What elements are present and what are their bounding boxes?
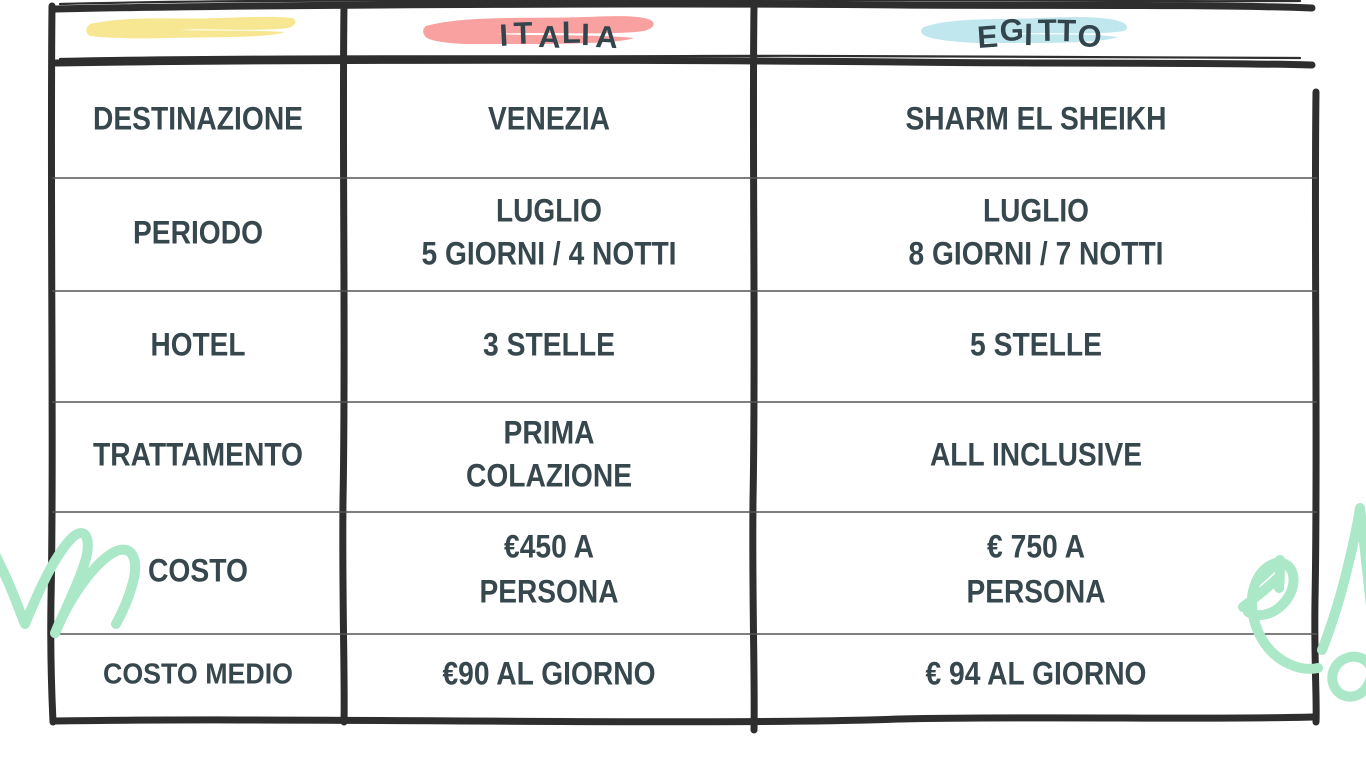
- svg-text:ALL INCLUSIVE: ALL INCLUSIVE: [930, 436, 1142, 472]
- svg-text:PERSONA: PERSONA: [967, 573, 1106, 609]
- svg-text:DESTINAZIONE: DESTINAZIONE: [93, 100, 303, 136]
- svg-text:8 GIORNI / 7 NOTTI: 8 GIORNI / 7 NOTTI: [909, 235, 1164, 271]
- svg-text:€ 94 AL GIORNO: € 94 AL GIORNO: [926, 655, 1147, 691]
- svg-text:LUGLIO: LUGLIO: [496, 192, 602, 228]
- svg-text:PERIODO: PERIODO: [133, 214, 263, 250]
- svg-text:€90 AL GIORNO: €90 AL GIORNO: [443, 655, 656, 691]
- svg-text:LUGLIO: LUGLIO: [983, 192, 1089, 228]
- svg-text:HOTEL: HOTEL: [151, 326, 246, 362]
- svg-text:COSTO: COSTO: [148, 552, 248, 588]
- svg-text:5 STELLE: 5 STELLE: [970, 326, 1102, 362]
- svg-text:COLAZIONE: COLAZIONE: [466, 457, 632, 493]
- svg-text:VENEZIA: VENEZIA: [488, 100, 610, 136]
- svg-text:5 GIORNI / 4 NOTTI: 5 GIORNI / 4 NOTTI: [422, 235, 677, 271]
- svg-text:PRIMA: PRIMA: [504, 414, 595, 450]
- svg-text:€450 A: €450 A: [504, 528, 594, 564]
- svg-text:TRATTAMENTO: TRATTAMENTO: [93, 436, 303, 472]
- svg-text:PERSONA: PERSONA: [480, 573, 619, 609]
- svg-text:€ 750 A: € 750 A: [987, 528, 1085, 564]
- svg-text:COSTO MEDIO: COSTO MEDIO: [103, 659, 293, 691]
- svg-text:SHARM EL SHEIKH: SHARM EL SHEIKH: [906, 100, 1167, 136]
- svg-text:3 STELLE: 3 STELLE: [483, 326, 615, 362]
